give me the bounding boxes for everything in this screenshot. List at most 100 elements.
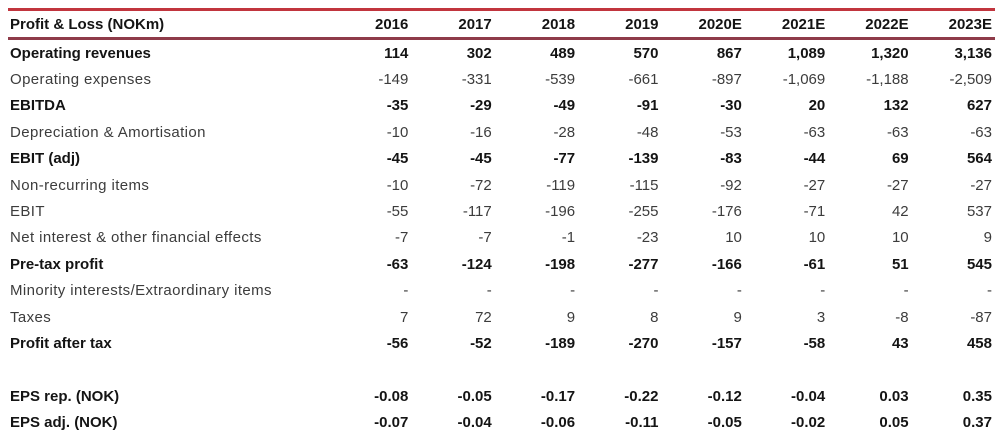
cell-value: 7 <box>400 308 409 326</box>
cell-value: -45 <box>386 150 409 168</box>
cell-value: -92 <box>720 176 742 194</box>
table-row: Taxes 7 72 9 8 9 3 -8 -87 <box>8 304 995 330</box>
cell-value: -35 <box>386 97 409 115</box>
row-label: EPS rep. (NOK) <box>10 387 120 405</box>
cell-value: 72 <box>475 308 492 326</box>
cell-value: 9 <box>983 229 992 247</box>
row-label: Net interest & other financial effects <box>10 229 262 247</box>
cell-value: -277 <box>628 255 659 273</box>
cell-value: 20 <box>808 97 826 115</box>
cell-value: 570 <box>633 44 659 62</box>
cell-value: 489 <box>550 44 576 62</box>
row-label: Depreciation & Amortisation <box>10 123 206 141</box>
cell-value: 3 <box>816 308 826 326</box>
cell-value: -55 <box>386 203 409 221</box>
header-rule <box>8 37 995 40</box>
cell-value: -166 <box>711 255 742 273</box>
table-row: EBITDA -35 -29 -49 -91 -30 20 132 627 <box>8 93 995 119</box>
cell-value: -61 <box>803 255 826 273</box>
cell-value: -83 <box>720 150 742 168</box>
cell-value: -255 <box>628 203 659 221</box>
cell-value: -28 <box>553 123 576 141</box>
cell-value: 537 <box>966 203 992 221</box>
table-row: Net interest & other financial effects -7… <box>8 225 995 251</box>
cell-value: 43 <box>891 334 909 352</box>
cell-value: -897 <box>711 71 742 89</box>
cell-value: 545 <box>966 255 992 273</box>
cell-value: - <box>820 282 826 300</box>
cell-value: -87 <box>970 308 992 326</box>
cell-value: -1,188 <box>866 71 909 89</box>
cell-value: 564 <box>966 150 992 168</box>
cell-value: -0.02 <box>791 414 826 432</box>
cell-value: -0.08 <box>374 387 409 405</box>
cell-value: -124 <box>461 255 492 273</box>
row-label: Taxes <box>10 308 52 326</box>
cell-value: -157 <box>711 334 742 352</box>
column-header: 2017 <box>458 16 492 33</box>
cell-value: 132 <box>883 97 909 115</box>
row-label: Operating expenses <box>10 71 152 89</box>
column-header: 2016 <box>375 16 409 33</box>
cell-value: -0.05 <box>707 414 742 432</box>
row-label: EPS adj. (NOK) <box>10 414 118 432</box>
cell-value: -1 <box>561 229 576 247</box>
cell-value: 302 <box>466 44 492 62</box>
cell-value: -661 <box>628 71 659 89</box>
cell-value: - <box>570 282 576 300</box>
row-label: Pre-tax profit <box>10 255 104 273</box>
table-row: EPS adj. (NOK) -0.07 -0.04 -0.06 -0.11 -0.05 -… <box>8 409 995 435</box>
cell-value: -58 <box>803 334 826 352</box>
cell-value: -56 <box>386 334 409 352</box>
cell-value: -30 <box>720 97 742 115</box>
column-header: 2022E <box>865 16 909 33</box>
cell-value: -270 <box>628 334 659 352</box>
cell-value: -139 <box>628 150 659 168</box>
cell-value: -331 <box>461 71 492 89</box>
table-row: Minority interests/Extraordinary items - -… <box>8 278 995 304</box>
column-header: 2021E <box>781 16 826 33</box>
cell-value: -44 <box>803 150 826 168</box>
cell-value: 627 <box>966 97 992 115</box>
cell-value: -53 <box>720 123 742 141</box>
cell-value: - <box>653 282 659 300</box>
cell-value: 9 <box>733 308 742 326</box>
cell-value: -189 <box>545 334 576 352</box>
cell-value: -77 <box>553 150 576 168</box>
cell-value: -117 <box>462 203 492 221</box>
cell-value: 867 <box>716 44 742 62</box>
cell-value: -0.04 <box>457 414 492 432</box>
table-row: Non-recurring items -10 -72 -119 -115 -92 -27 -… <box>8 172 995 198</box>
cell-value: 0.37 <box>962 414 992 432</box>
row-label: Minority interests/Extraordinary items <box>10 282 272 300</box>
table-row: EBIT (adj) -45 -45 -77 -139 -83 -44 69 564 <box>8 146 995 172</box>
table-body: Operating revenues 114 302 489 570 867 1,089 1,… <box>8 40 995 436</box>
cell-value: -0.06 <box>540 414 576 432</box>
cell-value: -91 <box>636 97 659 115</box>
cell-value: -2,509 <box>949 71 992 89</box>
cell-value: -71 <box>803 203 826 221</box>
cell-value: -63 <box>970 123 992 141</box>
cell-value: 42 <box>891 203 909 221</box>
top-rule <box>8 8 995 11</box>
cell-value: -10 <box>386 123 409 141</box>
cell-value: -49 <box>553 97 576 115</box>
cell-value: - <box>736 282 742 300</box>
cell-value: -27 <box>970 176 992 194</box>
cell-value: 51 <box>891 255 909 273</box>
cell-value: -27 <box>886 176 909 194</box>
column-header: 2023E <box>948 16 992 33</box>
cell-value: 0.35 <box>962 387 992 405</box>
cell-value: -119 <box>546 176 576 194</box>
cell-value: -10 <box>386 176 409 194</box>
cell-value: -0.17 <box>540 387 576 405</box>
header-row: Profit & Loss (NOKm) 2016 2017 2018 2019 202… <box>8 13 995 36</box>
cell-value: -0.05 <box>457 387 492 405</box>
table-row: Profit after tax -56 -52 -189 -270 -157 -58 43 4… <box>8 330 995 356</box>
row-label: EBIT <box>10 203 45 221</box>
column-header: 2020E <box>698 16 742 33</box>
cell-value: -63 <box>803 123 826 141</box>
table-title: Profit & Loss (NOKm) <box>10 16 165 33</box>
cell-value: -16 <box>470 123 492 141</box>
row-label: Operating revenues <box>10 44 151 62</box>
